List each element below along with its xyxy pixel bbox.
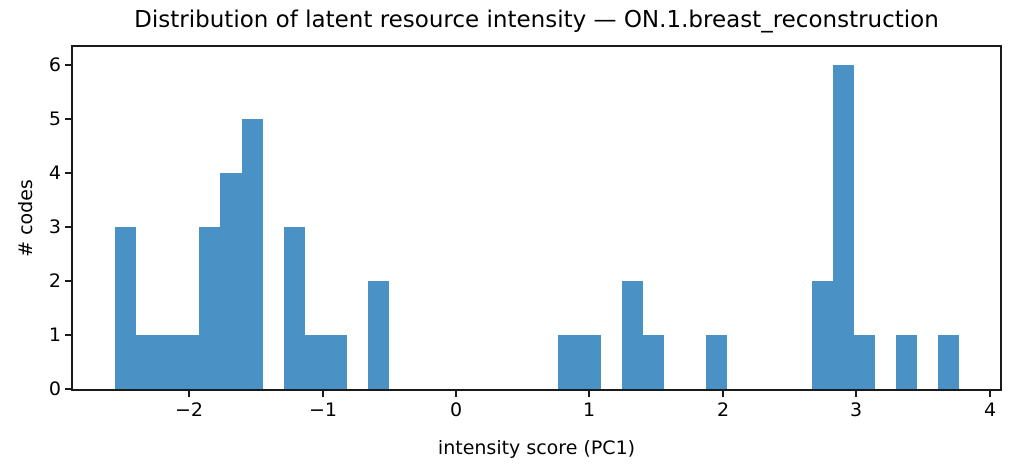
x-tick-mark	[855, 391, 857, 397]
histogram-bar	[622, 281, 643, 389]
y-tick-label: 3	[48, 216, 61, 238]
y-tick-label: 4	[48, 162, 61, 184]
x-tick-label: 0	[449, 399, 463, 421]
x-tick-mark	[722, 391, 724, 397]
bars-container	[73, 47, 1000, 389]
chart-title: Distribution of latent resource intensit…	[134, 7, 939, 33]
histogram-bar	[558, 335, 579, 389]
histogram-bar	[896, 335, 917, 389]
x-tick-label: −1	[308, 399, 337, 421]
y-tick-label: 6	[48, 54, 61, 76]
y-tick-mark	[65, 226, 71, 228]
histogram-bar	[938, 335, 959, 389]
y-tick-mark	[65, 334, 71, 336]
histogram-bar	[115, 227, 136, 389]
x-tick-label: 4	[983, 399, 997, 421]
histogram-bar	[242, 119, 263, 389]
y-tick-label: 2	[48, 270, 61, 292]
histogram-bar	[706, 335, 727, 389]
x-tick-label: 2	[716, 399, 730, 421]
x-tick-label: 1	[582, 399, 596, 421]
x-tick-mark	[322, 391, 324, 397]
x-tick-label: −2	[174, 399, 203, 421]
histogram-bar	[136, 335, 157, 389]
x-tick-mark	[588, 391, 590, 397]
histogram-bar	[284, 227, 305, 389]
histogram-bar	[199, 227, 220, 389]
y-tick-label: 1	[48, 324, 61, 346]
histogram-bar	[579, 335, 601, 389]
y-tick-label: 0	[48, 378, 61, 400]
histogram-bar	[305, 335, 326, 389]
x-tick-mark	[455, 391, 457, 397]
histogram-bar	[220, 173, 242, 389]
histogram-bar	[178, 335, 199, 389]
x-tick-mark	[188, 391, 190, 397]
plot-area	[71, 45, 1002, 391]
histogram-bar	[326, 335, 347, 389]
y-tick-label: 5	[48, 108, 61, 130]
y-tick-mark	[65, 388, 71, 390]
x-tick-label: 3	[849, 399, 863, 421]
histogram-bar	[157, 335, 178, 389]
histogram-bar	[854, 335, 875, 389]
y-tick-mark	[65, 172, 71, 174]
histogram-bar	[368, 281, 389, 389]
y-tick-mark	[65, 64, 71, 66]
x-axis-label: intensity score (PC1)	[437, 437, 636, 459]
histogram-bar	[643, 335, 664, 389]
y-tick-mark	[65, 280, 71, 282]
histogram-bar	[833, 65, 854, 389]
histogram-bar	[812, 281, 833, 389]
x-tick-mark	[989, 391, 991, 397]
y-tick-mark	[65, 118, 71, 120]
